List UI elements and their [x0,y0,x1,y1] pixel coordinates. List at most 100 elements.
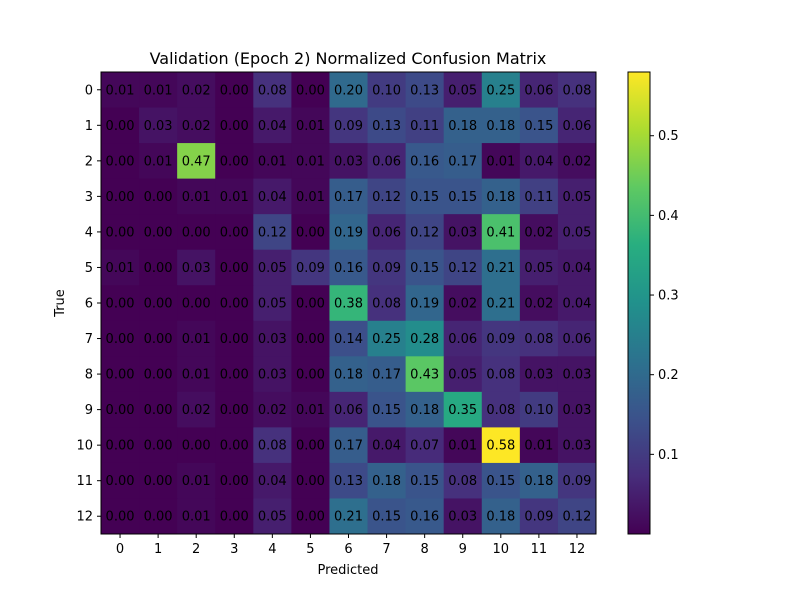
cell-value-label: 0.01 [296,403,325,418]
cell-value-label: 0.13 [372,119,401,134]
cell-value-label: 0.01 [448,439,477,454]
cell-value-label: 0.09 [562,474,591,489]
colorbar-tick-label: 0.3 [658,289,679,304]
cell-value-label: 0.03 [562,403,591,418]
heatmap-cell [291,462,330,499]
cell-value-label: 0.05 [258,261,287,276]
heatmap-cell [329,72,369,109]
heatmap-cell [139,143,178,180]
heatmap-cell [367,391,407,428]
x-tick-label: 6 [344,542,352,557]
heatmap-cell [101,285,140,322]
heatmap-cell [519,391,559,428]
x-tick-label: 2 [192,542,200,557]
heatmap-cell [519,72,559,109]
cell-value-label: 0.04 [562,297,591,312]
heatmap-cell [329,356,369,393]
cell-value-label: 0.01 [182,474,211,489]
heatmap-cell [291,249,330,286]
heatmap-cell [139,72,178,109]
heatmap-cell [101,107,140,144]
heatmap-cell [557,285,597,322]
cell-value-label: 0.15 [410,474,439,489]
heatmap-cell [405,72,445,109]
heatmap-cell [443,143,483,180]
heatmap-cell [519,107,559,144]
heatmap-cell [215,391,254,428]
heatmap-cell [291,427,330,464]
heatmap-cell [139,391,178,428]
cell-value-label: 0.03 [562,439,591,454]
heatmap-cell [253,462,292,499]
y-tick-label: 0 [85,83,93,98]
heatmap-cell [139,462,178,499]
cell-value-label: 0.02 [562,154,591,169]
heatmap-cell [557,391,597,428]
heatmap-cell [443,285,483,322]
heatmap-cell [405,107,445,144]
cell-value-label: 0.00 [220,297,249,312]
cell-value-label: 0.11 [524,190,553,205]
heatmap-cell [519,356,559,393]
heatmap-cell [139,498,178,535]
heatmap-cell [481,285,521,322]
heatmap-cell [443,320,483,357]
heatmap-cell [177,107,216,144]
cell-value-label: 0.10 [524,403,553,418]
cell-value-label: 0.18 [524,474,553,489]
heatmap-cell [177,214,216,251]
cell-value-label: 0.21 [486,261,515,276]
heatmap-cell [443,214,483,251]
heatmap-cell [253,214,292,251]
cell-value-label: 0.01 [182,190,211,205]
heatmap-cell [481,498,521,535]
cell-value-label: 0.25 [486,83,515,98]
heatmap-cell [329,320,369,357]
cell-value-label: 0.00 [296,368,325,383]
x-tick-label: 1 [154,542,162,557]
heatmap-cell [367,143,407,180]
cell-value-label: 0.01 [106,83,135,98]
cell-value-label: 0.18 [410,403,439,418]
heatmap-cell [519,249,559,286]
cell-value-label: 0.15 [410,190,439,205]
cell-value-label: 0.01 [296,154,325,169]
cell-value-label: 0.00 [220,510,249,525]
heatmap-cell [519,178,559,215]
cell-value-label: 0.58 [486,439,515,454]
cell-value-label: 0.09 [296,261,325,276]
y-tick-label: 2 [85,154,93,169]
cell-value-label: 0.00 [144,474,173,489]
cell-value-label: 0.04 [524,154,553,169]
heatmap-cell [139,107,178,144]
heatmap-cell [329,249,369,286]
cell-value-label: 0.00 [144,368,173,383]
cell-value-label: 0.00 [182,439,211,454]
cell-value-label: 0.00 [220,439,249,454]
cell-value-label: 0.01 [296,119,325,134]
heatmap-cell [101,143,140,180]
heatmap-cell [101,498,140,535]
heatmap-cell [367,498,407,535]
cell-value-label: 0.08 [258,439,287,454]
cell-value-label: 0.09 [486,332,515,347]
y-tick-label: 6 [85,297,93,312]
heatmap-cell [557,462,597,499]
heatmap-cell [215,143,254,180]
heatmap-cell [329,427,369,464]
heatmap-cell [481,356,521,393]
heatmap-cell [253,356,292,393]
heatmap-cell [405,214,445,251]
cell-value-label: 0.11 [410,119,439,134]
cell-value-label: 0.00 [296,225,325,240]
heatmap-cell [101,178,140,215]
cell-value-label: 0.00 [106,403,135,418]
cell-value-label: 0.00 [106,510,135,525]
cell-value-label: 0.05 [562,225,591,240]
cell-value-label: 0.08 [372,297,401,312]
heatmap-cell [557,72,597,109]
heatmap-cell [177,427,216,464]
cell-value-label: 0.12 [448,261,477,276]
cell-value-label: 0.04 [258,119,287,134]
